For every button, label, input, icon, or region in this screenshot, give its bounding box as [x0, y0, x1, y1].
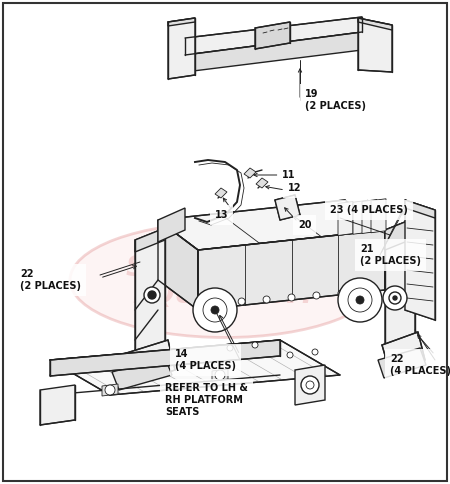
- Circle shape: [312, 349, 318, 355]
- Polygon shape: [168, 18, 195, 79]
- Polygon shape: [256, 178, 268, 188]
- Polygon shape: [158, 200, 385, 250]
- Text: REFER TO LH &
RH PLATFORM
SEATS: REFER TO LH & RH PLATFORM SEATS: [165, 383, 248, 417]
- Polygon shape: [244, 168, 256, 178]
- Polygon shape: [295, 365, 325, 405]
- Polygon shape: [158, 220, 198, 310]
- Polygon shape: [275, 195, 300, 220]
- Polygon shape: [112, 358, 172, 390]
- Circle shape: [306, 381, 314, 389]
- Circle shape: [211, 306, 219, 314]
- Polygon shape: [198, 230, 385, 310]
- Polygon shape: [385, 218, 415, 358]
- Polygon shape: [120, 340, 175, 385]
- Circle shape: [356, 296, 364, 304]
- Text: 11: 11: [282, 170, 296, 180]
- Circle shape: [313, 292, 320, 299]
- Text: 20: 20: [298, 220, 311, 230]
- Circle shape: [238, 298, 245, 305]
- Polygon shape: [50, 340, 340, 395]
- Text: 22
(2 PLACES): 22 (2 PLACES): [20, 269, 81, 291]
- Polygon shape: [185, 32, 362, 72]
- Text: 14
(4 PLACES): 14 (4 PLACES): [175, 349, 236, 371]
- Polygon shape: [405, 200, 435, 218]
- Polygon shape: [405, 200, 435, 320]
- Polygon shape: [362, 199, 377, 233]
- Circle shape: [263, 296, 270, 303]
- Polygon shape: [215, 188, 227, 198]
- Text: EQUIPMENT: EQUIPMENT: [133, 281, 317, 309]
- Circle shape: [148, 291, 156, 299]
- Circle shape: [288, 294, 295, 301]
- Circle shape: [348, 288, 372, 312]
- Polygon shape: [385, 218, 415, 242]
- Polygon shape: [382, 332, 425, 373]
- Polygon shape: [135, 228, 165, 367]
- Polygon shape: [168, 18, 195, 26]
- Polygon shape: [255, 22, 290, 49]
- Text: 13: 13: [215, 210, 229, 220]
- Circle shape: [252, 342, 258, 348]
- Polygon shape: [358, 18, 392, 72]
- Circle shape: [215, 370, 225, 380]
- Circle shape: [193, 288, 237, 332]
- Circle shape: [338, 278, 382, 322]
- Circle shape: [389, 292, 401, 304]
- Circle shape: [383, 286, 407, 310]
- Ellipse shape: [70, 223, 380, 337]
- Polygon shape: [158, 208, 185, 242]
- Circle shape: [227, 345, 233, 351]
- Circle shape: [301, 376, 319, 394]
- Text: 23 (4 PLACES): 23 (4 PLACES): [330, 205, 408, 215]
- Text: 22
(4 PLACES): 22 (4 PLACES): [390, 354, 450, 376]
- Text: 21
(2 PLACES): 21 (2 PLACES): [360, 244, 421, 266]
- Polygon shape: [40, 385, 75, 425]
- Circle shape: [203, 298, 227, 322]
- Polygon shape: [385, 220, 410, 250]
- Text: 19
(2 PLACES): 19 (2 PLACES): [305, 89, 366, 111]
- Circle shape: [144, 287, 160, 303]
- Text: 12: 12: [288, 183, 302, 193]
- Polygon shape: [358, 18, 392, 30]
- Polygon shape: [338, 201, 353, 236]
- Polygon shape: [371, 199, 386, 233]
- Circle shape: [363, 288, 370, 295]
- Circle shape: [105, 385, 115, 395]
- Polygon shape: [102, 384, 118, 396]
- Polygon shape: [50, 340, 280, 376]
- Polygon shape: [185, 17, 362, 55]
- Polygon shape: [135, 228, 165, 252]
- Circle shape: [213, 300, 220, 307]
- Circle shape: [338, 290, 345, 297]
- Polygon shape: [353, 200, 368, 234]
- Text: SPECIALISTS: SPECIALISTS: [126, 254, 324, 282]
- Circle shape: [287, 352, 293, 358]
- Circle shape: [393, 296, 397, 300]
- Polygon shape: [378, 348, 426, 378]
- Polygon shape: [212, 369, 228, 381]
